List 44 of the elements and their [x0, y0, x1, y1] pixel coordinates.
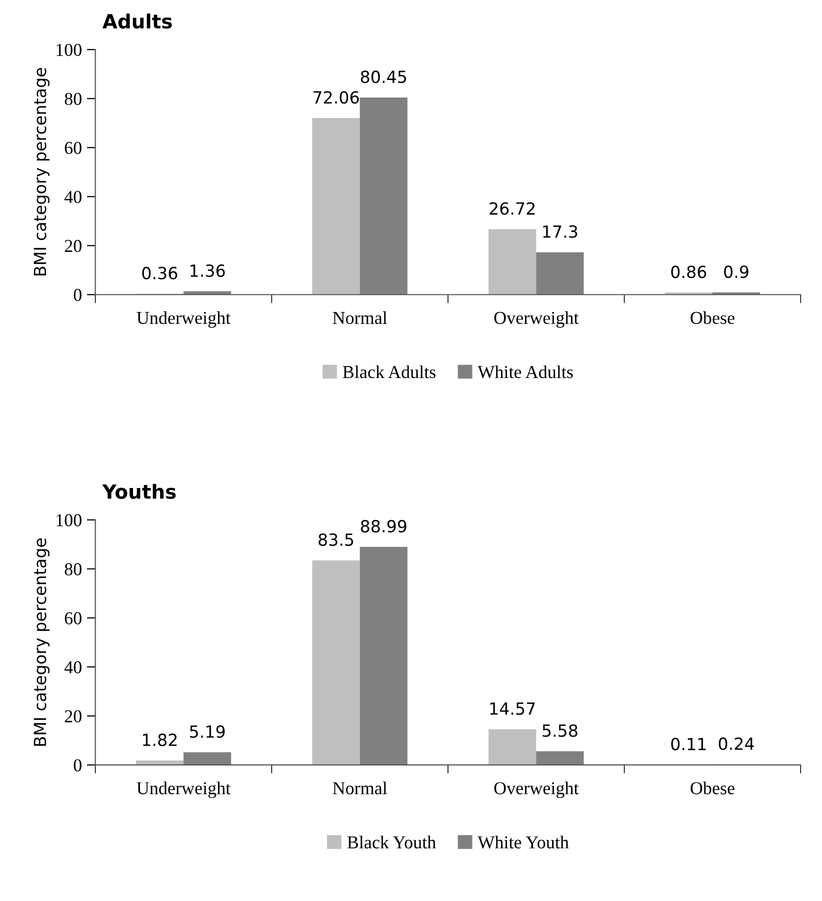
- data-label: 1.36: [190, 264, 225, 277]
- data-label: 5.58: [542, 724, 578, 737]
- y-tick-label: 20: [64, 240, 82, 252]
- data-label: 0.9: [724, 265, 748, 278]
- data-label: 83.5: [318, 533, 354, 546]
- x-tick-label: Underweight: [136, 311, 231, 328]
- x-tick-label: Overweight: [494, 311, 579, 328]
- legend-label: Black Adults: [342, 365, 436, 378]
- y-tick-label: 40: [64, 661, 82, 674]
- y-tick-label: 0: [74, 288, 82, 302]
- data-label: 14.57: [490, 702, 535, 715]
- data-label: 80.45: [360, 70, 406, 84]
- y-tick-label: 80: [64, 563, 82, 576]
- x-tick-label: Overweight: [494, 782, 579, 798]
- y-tick-label: 100: [56, 44, 82, 56]
- data-label: 26.72: [490, 202, 535, 215]
- y-tick-label: 0: [74, 759, 82, 772]
- y-tick-label: 60: [64, 142, 82, 154]
- y-tick-label: 60: [64, 612, 82, 624]
- x-tick-label: Normal: [332, 311, 388, 324]
- data-label: 0.24: [718, 737, 754, 750]
- x-tick-label: Normal: [332, 782, 388, 794]
- x-tick-label: Obese: [690, 782, 734, 794]
- y-axis-title: BMI category percentage: [34, 538, 50, 746]
- data-label: 88.99: [360, 520, 406, 533]
- chart-title: Youths: [102, 484, 176, 499]
- data-label: 0.86: [671, 266, 706, 278]
- data-label: 0.36: [142, 266, 178, 280]
- data-label: 5.19: [190, 725, 225, 738]
- data-label: 72.06: [314, 91, 359, 104]
- y-axis-title: BMI category percentage: [34, 68, 50, 276]
- legend-label: Black Youth: [347, 836, 436, 848]
- y-tick-label: 100: [56, 514, 82, 526]
- x-tick-label: Obese: [690, 311, 734, 324]
- y-tick-label: 40: [64, 190, 82, 204]
- legend-label: White Youth: [478, 836, 569, 849]
- data-label: 1.82: [142, 734, 177, 746]
- legend-label: White Adults: [478, 365, 573, 378]
- x-tick-label: Underweight: [136, 782, 231, 798]
- data-label: 0.11: [671, 738, 706, 750]
- chart-title: Adults: [102, 14, 172, 29]
- y-tick-label: 80: [64, 92, 82, 106]
- data-label: 17.3: [543, 225, 578, 238]
- y-tick-label: 20: [64, 710, 82, 722]
